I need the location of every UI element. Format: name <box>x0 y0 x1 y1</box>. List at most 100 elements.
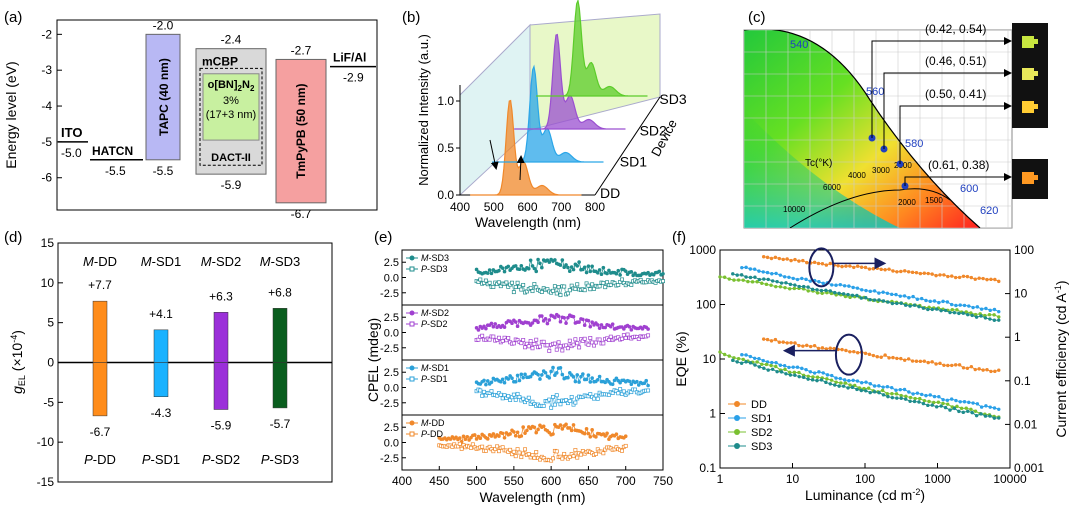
eqe-point-SD2 <box>848 383 852 387</box>
value-negative-SD3: -5.7 <box>270 417 291 431</box>
ce-point-SD1 <box>817 280 821 284</box>
cpel-p-point <box>511 392 516 397</box>
eqe-point-DD <box>899 356 903 361</box>
eqe-point-DD <box>926 360 930 365</box>
y-tick-label: 2.5 <box>384 422 399 434</box>
legend-p-marker <box>409 376 415 382</box>
ce-point-SD1 <box>748 267 753 271</box>
eqe-point-SD3 <box>899 396 903 400</box>
cpel-m-point <box>609 324 613 329</box>
cpel-p-point <box>515 447 520 452</box>
eqe-point-DD <box>957 363 962 367</box>
cpel-p-point <box>515 391 520 396</box>
panel-a-ylabel: Energy level (eV) <box>3 61 19 168</box>
eqe-point-SD1 <box>830 373 834 378</box>
x-tick-label: 500 <box>484 200 504 214</box>
ce-point-SD3 <box>992 318 997 322</box>
eqe-point-SD3 <box>895 396 899 400</box>
ce-point-SD3 <box>770 279 775 283</box>
ce-point-SD3 <box>793 283 797 287</box>
mcbp-top: -2.4 <box>221 33 242 47</box>
eqe-point-DD <box>812 343 817 348</box>
bottom-label-prefix: P <box>84 452 93 467</box>
cpel-p-point <box>554 393 559 398</box>
y2-axis-label-part: -1 <box>1053 285 1063 293</box>
ce-point-SD2 <box>722 275 727 279</box>
ce-point-SD2 <box>848 295 852 300</box>
cpel-m-point <box>590 264 594 269</box>
cpel-p-point <box>571 454 576 459</box>
eqe-point-SD3 <box>828 382 833 386</box>
panel-a-axes <box>56 19 378 211</box>
cpel-m-point <box>627 379 632 384</box>
eqe-point-SD3 <box>926 403 930 408</box>
eqe-point-SD2 <box>722 352 727 357</box>
eqe-point-SD3 <box>735 360 739 364</box>
cpel-p-point <box>487 280 492 285</box>
cpel-m-point <box>551 432 555 436</box>
eqe-point-DD <box>950 363 954 368</box>
ce-point-DD <box>903 269 907 273</box>
y2-axis-label-part: Current efficiency (cd A <box>1053 292 1069 437</box>
eqe-point-SD3 <box>757 365 762 369</box>
eqe-point-SD2 <box>792 370 797 375</box>
y-tick-label: 10 <box>703 352 717 366</box>
cpel-p-point <box>534 450 539 454</box>
value-negative-DD: -6.7 <box>90 425 111 439</box>
legend-m-marker <box>409 420 415 426</box>
top-label-name: -SD3 <box>271 254 301 269</box>
cpel-p-point <box>480 333 485 338</box>
ce-point-SD1 <box>941 299 945 304</box>
eqe-point-SD3 <box>744 360 748 364</box>
cpel-m-point <box>610 322 615 326</box>
legend-name: -SD2 <box>429 308 450 318</box>
legend-name: -SD3 <box>427 264 448 274</box>
ce-point-SD1 <box>894 292 898 297</box>
legend-marker-SD2 <box>734 429 740 435</box>
cpel-p-point <box>480 393 485 398</box>
device-tab <box>1034 175 1038 180</box>
cpel-m-point <box>497 434 501 438</box>
ce-point-SD3 <box>757 277 762 282</box>
legend-name: -SD3 <box>429 253 450 263</box>
ce-point-SD3 <box>748 275 753 280</box>
eqe-point-SD1 <box>842 378 847 382</box>
cpel-m-point <box>536 257 540 262</box>
eqe-point-SD2 <box>918 396 922 401</box>
cpel-m-point <box>590 320 594 324</box>
ce-point-SD1 <box>919 296 924 301</box>
cpel-p-point <box>592 396 596 401</box>
eqe-point-SD2 <box>815 375 820 379</box>
ce-point-SD1 <box>842 284 847 288</box>
cpel-m-point <box>571 267 576 272</box>
ce-point-SD3 <box>850 293 855 297</box>
ellipse-ce <box>808 247 835 288</box>
eqe-point-DD <box>824 347 829 351</box>
cpel-p-point <box>534 337 539 342</box>
cpel-m-point <box>534 430 539 435</box>
cpel-m-point <box>513 264 518 268</box>
cie-clip-group <box>744 30 1012 228</box>
eqe-point-SD1 <box>971 401 975 405</box>
panel-e-plot: 2.50.0-2.5M-SD3P-SD32.50.0-2.5M-SD2P-SD2… <box>365 249 673 505</box>
x-tick-label: 450 <box>429 474 449 488</box>
cpel-m-point <box>497 268 501 273</box>
eqe-point-SD2 <box>825 377 829 381</box>
eqe-point-SD1 <box>997 407 1001 411</box>
eqe-point-SD1 <box>744 353 748 357</box>
legend-name: -SD1 <box>427 374 448 384</box>
cpel-m-point <box>528 258 533 263</box>
cpel-m-point <box>661 271 665 276</box>
ce-point-SD3 <box>837 291 841 296</box>
cie-coord: (0.61, 0.38) <box>928 158 989 172</box>
cpel-m-point <box>581 372 585 376</box>
eqe-point-SD1 <box>761 358 765 363</box>
mcbp-bottom: -5.9 <box>221 178 242 192</box>
ce-point-DD <box>852 265 856 270</box>
cpel-m-point <box>540 265 544 270</box>
eqe-point-SD1 <box>812 371 817 375</box>
eqe-point-SD1 <box>911 392 915 396</box>
ce-point-SD3 <box>802 284 806 289</box>
cpel-m-point <box>515 373 520 378</box>
